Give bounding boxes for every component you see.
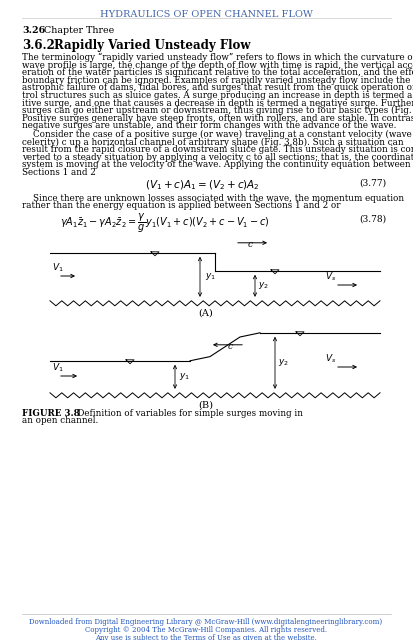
Text: $y_2$: $y_2$ (258, 280, 269, 291)
Text: c: c (247, 240, 252, 249)
Text: $V_s$: $V_s$ (325, 353, 336, 365)
Text: FIGURE 3.8: FIGURE 3.8 (22, 409, 80, 418)
Text: boundary friction can be ignored. Examples of rapidly varied unsteady flow inclu: boundary friction can be ignored. Exampl… (22, 76, 413, 84)
Text: itive surge, and one that causes a decrease in depth is termed a negative surge.: itive surge, and one that causes a decre… (22, 99, 413, 108)
Text: system is moving at the velocity of the wave. Applying the continuity equation b: system is moving at the velocity of the … (22, 161, 411, 170)
Text: $y_2$: $y_2$ (278, 357, 289, 368)
Text: $V_1$: $V_1$ (52, 362, 64, 374)
Text: Since there are unknown losses associated with the wave, the momentum equation: Since there are unknown losses associate… (22, 193, 404, 203)
Text: Sections 1 and 2: Sections 1 and 2 (22, 168, 96, 177)
Text: negative surges are unstable, and their form changes with the advance of the wav: negative surges are unstable, and their … (22, 122, 396, 131)
Text: verted to a steady situation by applying a velocity c to all sections; that is, : verted to a steady situation by applying… (22, 153, 413, 162)
Text: Rapidly Varied Unsteady Flow: Rapidly Varied Unsteady Flow (54, 39, 251, 52)
Text: (3.78): (3.78) (359, 215, 386, 224)
Text: $\gamma A_1\bar{z}_1 - \gamma A_2\bar{z}_2 = \dfrac{\gamma}{g}y_1(V_1 + c)(V_2 +: $\gamma A_1\bar{z}_1 - \gamma A_2\bar{z}… (60, 212, 270, 235)
Text: Chapter Three: Chapter Three (38, 26, 114, 35)
Text: trol structures such as sluice gates. A surge producing an increase in depth is : trol structures such as sluice gates. A … (22, 91, 413, 100)
Text: Consider the case of a positive surge (or wave) traveling at a constant velocity: Consider the case of a positive surge (o… (22, 130, 412, 139)
Text: $y_1$: $y_1$ (179, 371, 190, 382)
Text: Positive surges generally have steep fronts, often with rollers, and are stable.: Positive surges generally have steep fro… (22, 114, 413, 123)
Text: (A): (A) (199, 308, 214, 318)
Text: Copyright © 2004 The McGraw-Hill Companies. All rights reserved.: Copyright © 2004 The McGraw-Hill Compani… (85, 626, 327, 634)
Text: Definition of variables for simple surges moving in: Definition of variables for simple surge… (72, 409, 303, 418)
Text: HYDRAULICS OF OPEN CHANNEL FLOW: HYDRAULICS OF OPEN CHANNEL FLOW (100, 10, 313, 19)
Text: $V_s$: $V_s$ (325, 271, 336, 283)
Text: 3.26: 3.26 (22, 26, 45, 35)
Text: Any use is subject to the Terms of Use as given at the website.: Any use is subject to the Terms of Use a… (95, 634, 317, 640)
Text: Downloaded from Digital Engineering Library @ McGraw-Hill (www.digitalengineerin: Downloaded from Digital Engineering Libr… (29, 618, 382, 626)
Text: celerity) c up a horizontal channel of arbitrary shape (Fig. 3.8b). Such a situa: celerity) c up a horizontal channel of a… (22, 138, 404, 147)
Text: eration of the water particles is significant relative to the total acceleration: eration of the water particles is signif… (22, 68, 413, 77)
Text: astrophic failure of dams, tidal bores, and surges that result from the quick op: astrophic failure of dams, tidal bores, … (22, 83, 413, 92)
Text: (3.77): (3.77) (359, 179, 386, 188)
Text: $(V_1 + c)A_1 = (V_2 + c)A_2$: $(V_1 + c)A_1 = (V_2 + c)A_2$ (145, 179, 260, 192)
Text: c: c (228, 342, 233, 351)
Text: (B): (B) (199, 401, 214, 410)
Text: The terminology “rapidly varied unsteady flow” refers to flows in which the curv: The terminology “rapidly varied unsteady… (22, 53, 413, 62)
Text: rather than the energy equation is applied between Sections 1 and 2 or: rather than the energy equation is appli… (22, 201, 340, 210)
Text: 3.6.2: 3.6.2 (22, 39, 55, 52)
Text: $y_1$: $y_1$ (205, 271, 216, 282)
Text: an open channel.: an open channel. (22, 417, 98, 426)
Text: surges can go either upstream or downstream, thus giving rise to four basic type: surges can go either upstream or downstr… (22, 106, 413, 115)
Text: $V_1$: $V_1$ (52, 262, 64, 274)
Text: result from the rapid closure of a downstream sluice gate. This unsteady situati: result from the rapid closure of a downs… (22, 145, 413, 154)
Text: wave profile is large, the change of the depth of flow with time is rapid, the v: wave profile is large, the change of the… (22, 61, 413, 70)
